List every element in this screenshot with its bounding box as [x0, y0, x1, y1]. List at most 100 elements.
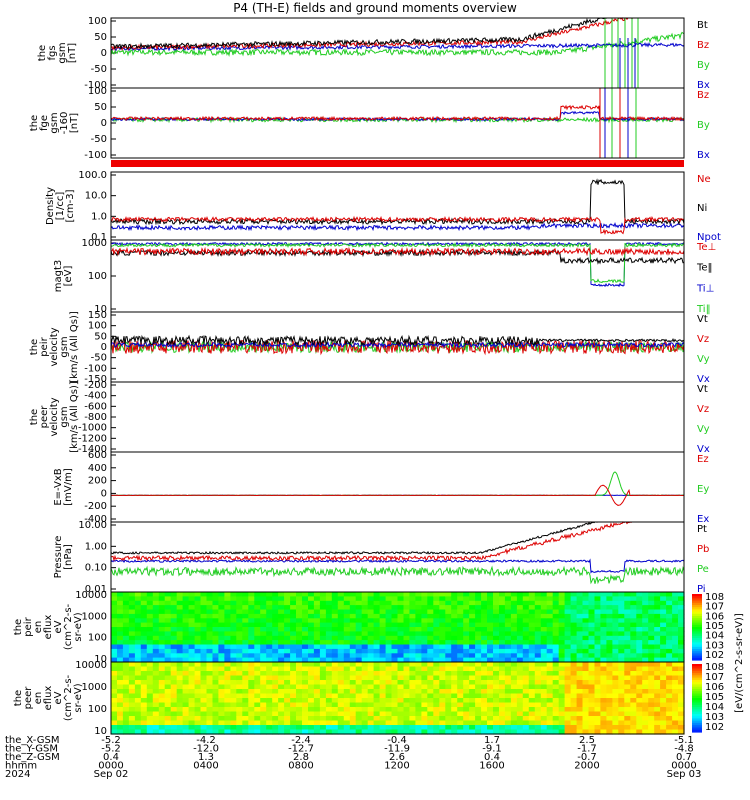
- spectrogram-cell: [302, 618, 309, 624]
- spectrogram-cell: [487, 662, 494, 668]
- spectrogram-cell: [600, 627, 607, 632]
- spectrogram-cell: [296, 635, 303, 641]
- spectrogram-cell: [439, 596, 446, 602]
- ylabel-line: the: [29, 339, 40, 355]
- spectrogram-cell: [594, 596, 602, 602]
- spectrogram-cell: [433, 662, 440, 668]
- spectrogram-cell: [522, 720, 530, 726]
- spectrogram-cell: [409, 627, 416, 632]
- colorbar-cell: [692, 693, 702, 697]
- spectrogram-cell: [188, 618, 196, 624]
- spectrogram-cell: [224, 662, 231, 668]
- spectrogram-cell: [164, 711, 172, 717]
- xaxis-y-label: -4.8: [674, 744, 694, 755]
- spectrogram-cell: [570, 693, 578, 699]
- spectrogram-cell: [540, 662, 548, 668]
- spectrogram-cell: [367, 666, 375, 672]
- colorbar-tick: 103: [705, 640, 724, 651]
- spectrogram-cell: [111, 720, 118, 726]
- spectrogram-cell: [242, 698, 249, 704]
- spectrogram-cell: [176, 631, 184, 637]
- spectrogram-cell: [296, 644, 303, 650]
- spectrogram-cell: [349, 693, 357, 699]
- colorbar-peir: [692, 594, 702, 661]
- spectrogram-cell: [546, 635, 554, 641]
- spectrogram-cell: [391, 693, 399, 699]
- spectrogram-cell: [152, 702, 160, 708]
- spectrogram-cell: [445, 653, 452, 659]
- spectrogram-cell: [481, 596, 488, 602]
- legend-Bx: Bx: [697, 150, 710, 161]
- spectrogram-cell: [242, 689, 249, 695]
- spectrogram-cell: [463, 725, 470, 731]
- spectrogram-cell: [660, 693, 667, 699]
- spectrogram-cell: [302, 716, 309, 722]
- spectrogram-cell: [343, 644, 351, 650]
- spectrogram-cell: [385, 613, 393, 619]
- spectrogram-cell: [296, 680, 303, 686]
- spectrogram-cell: [331, 675, 339, 681]
- spectrogram-cell: [600, 693, 607, 699]
- spectrogram-cell: [176, 693, 184, 699]
- spectrogram-cell: [427, 707, 434, 713]
- spectrogram-cell: [499, 702, 506, 708]
- spectrogram-cell: [433, 644, 440, 650]
- spectrogram-cell: [678, 613, 685, 619]
- spectrogram-cell: [182, 657, 190, 663]
- spectrogram-cell: [516, 711, 524, 717]
- spectrogram-cell: [672, 716, 679, 722]
- spectrogram-cell: [284, 592, 291, 597]
- spectrogram-cell: [164, 648, 172, 654]
- spectrogram-cell: [570, 680, 578, 686]
- spectrogram-cell: [594, 725, 602, 731]
- spectrogram-cell: [367, 720, 375, 726]
- spectrogram-cell: [111, 635, 118, 641]
- spectrogram-cell: [278, 720, 285, 726]
- spectrogram-cell: [391, 635, 399, 641]
- spectrogram-cell: [111, 622, 118, 628]
- spectrogram-cell: [385, 671, 393, 677]
- spectrogram-cell: [463, 711, 470, 717]
- spectrogram-cell: [678, 702, 685, 708]
- spectrogram-cell: [534, 716, 542, 722]
- spectrogram-cell: [624, 675, 631, 681]
- spectrogram-cell: [308, 680, 315, 686]
- spectrogram-cell: [194, 618, 202, 624]
- spectrogram-cell: [296, 618, 303, 624]
- spectrogram-cell: [313, 627, 321, 632]
- spectrogram-cell: [367, 613, 375, 619]
- spectrogram-cell: [296, 707, 303, 713]
- spectrogram-cell: [433, 640, 440, 646]
- spectrogram-cell: [672, 680, 679, 686]
- spectrogram-cell: [558, 711, 566, 717]
- colorbar-cell: [692, 627, 702, 630]
- spectrogram-cell: [666, 666, 673, 672]
- spectrogram-cell: [504, 596, 512, 602]
- spectrogram-cell: [630, 716, 637, 722]
- spectrogram-cell: [534, 653, 542, 659]
- spectrogram-cell: [325, 720, 333, 726]
- spectrogram-cell: [212, 657, 220, 663]
- spectrogram-cell: [654, 613, 661, 619]
- spectrogram-cell: [134, 596, 142, 602]
- colorbar-cell: [692, 622, 702, 626]
- spectrogram-cell: [654, 648, 661, 654]
- y-tick-label: -100: [84, 150, 107, 161]
- spectrogram-cell: [230, 592, 237, 597]
- spectrogram-cell: [200, 671, 208, 677]
- spectrogram-cell: [439, 653, 446, 659]
- spectrogram-cell: [427, 689, 434, 695]
- spectrogram-cell: [188, 675, 196, 681]
- spectrogram-cell: [278, 644, 285, 650]
- spectrogram-cell: [493, 653, 500, 659]
- spectrogram-cell: [194, 684, 202, 690]
- spectrogram-cell: [296, 653, 303, 659]
- spectrogram-cell: [654, 693, 661, 699]
- spectrogram-cell: [672, 653, 679, 659]
- spectrogram-cell: [481, 698, 488, 704]
- spectrogram-cell: [678, 720, 685, 726]
- spectrogram-cell: [618, 644, 625, 650]
- spectrogram-cell: [152, 596, 160, 602]
- spectrogram-cell: [152, 675, 160, 681]
- spectrogram-cell: [373, 675, 381, 681]
